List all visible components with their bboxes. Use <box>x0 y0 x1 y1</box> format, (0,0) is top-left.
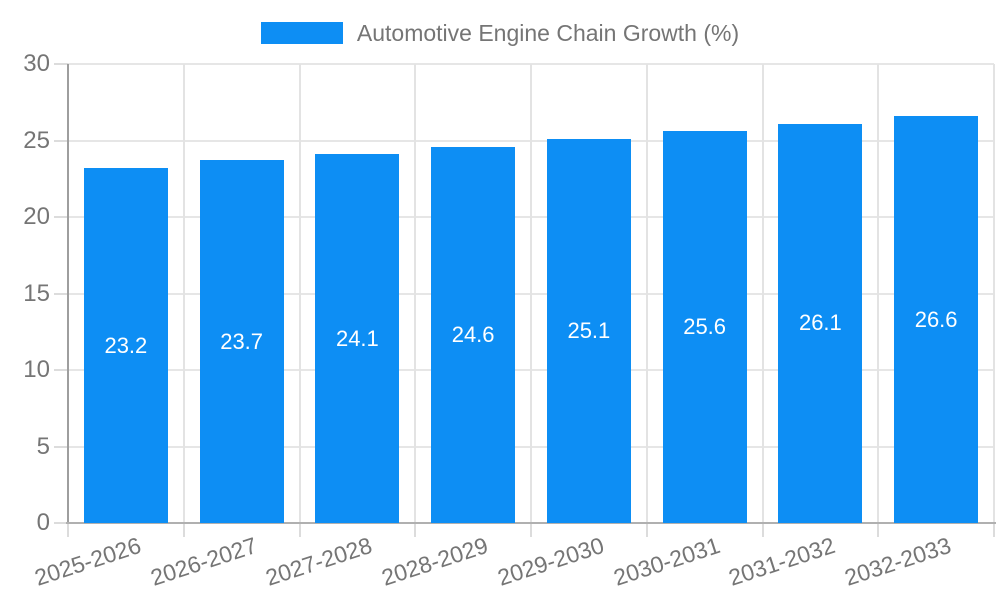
y-axis-tick-label: 30 <box>23 50 50 77</box>
bar <box>778 123 863 523</box>
x-gridline <box>993 64 995 523</box>
x-gridline <box>414 64 417 523</box>
bar-value-label: 26.6 <box>914 306 958 332</box>
y-tick-mark <box>54 63 68 65</box>
legend-swatch <box>260 22 343 44</box>
y-tick-mark <box>54 139 68 142</box>
x-tick-mark <box>530 523 532 537</box>
bar <box>662 131 747 523</box>
y-tick-mark <box>54 522 68 524</box>
x-tick-mark <box>67 523 69 537</box>
legend[interactable]: Automotive Engine Chain Growth (%) <box>0 18 1000 48</box>
y-axis-tick-label: 20 <box>23 203 50 230</box>
x-gridline <box>182 64 185 523</box>
bar-value-label: 25.1 <box>567 317 611 343</box>
y-axis-line <box>67 64 69 523</box>
bar <box>83 168 168 523</box>
y-axis-tick-label: 25 <box>23 126 50 154</box>
bar <box>431 146 516 523</box>
x-axis-category-label: 2030-2031 <box>610 532 723 591</box>
y-tick-mark <box>54 292 68 295</box>
x-tick-mark <box>414 523 417 537</box>
x-tick-mark <box>298 523 301 537</box>
y-axis-tick-label: 15 <box>23 279 50 307</box>
bar-value-label: 24.1 <box>335 325 379 351</box>
y-tick-mark <box>54 369 68 371</box>
legend-series-label: Automotive Engine Chain Growth (%) <box>356 19 740 46</box>
x-axis-category-label: 2028-2029 <box>378 532 492 591</box>
x-axis-category-label: 2025-2026 <box>31 532 144 591</box>
x-gridline <box>645 64 648 523</box>
y-axis-tick-label: 5 <box>36 432 50 460</box>
x-axis-category-label: 2032-2033 <box>841 532 955 591</box>
y-tick-mark <box>54 445 68 448</box>
x-axis-category-label: 2029-2030 <box>494 532 607 591</box>
bar-value-label: 25.6 <box>683 314 727 340</box>
x-axis-category-label: 2027-2028 <box>262 532 376 591</box>
x-axis-category-label: 2031-2032 <box>725 532 839 591</box>
x-tick-mark <box>182 523 185 537</box>
bar <box>315 154 400 523</box>
x-axis-category-label: 2026-2027 <box>147 532 260 591</box>
x-tick-mark <box>645 523 648 537</box>
x-gridline <box>298 64 301 523</box>
x-tick-mark <box>877 523 880 537</box>
x-tick-mark <box>993 523 995 537</box>
bar <box>546 138 631 523</box>
y-tick-mark <box>54 216 68 218</box>
y-axis-tick-label: 0 <box>36 509 50 536</box>
y-axis-tick-label: 10 <box>23 356 50 383</box>
x-gridline <box>761 64 764 523</box>
bar <box>199 160 284 523</box>
x-gridline <box>530 64 532 523</box>
bar-value-label: 23.7 <box>220 328 264 354</box>
bar-value-label: 24.6 <box>451 321 495 347</box>
bar-value-label: 23.2 <box>104 332 148 358</box>
x-axis-line <box>66 522 996 524</box>
bar <box>894 116 979 523</box>
bar-value-label: 26.1 <box>798 310 842 336</box>
x-tick-mark <box>761 523 764 537</box>
x-gridline <box>877 64 880 523</box>
